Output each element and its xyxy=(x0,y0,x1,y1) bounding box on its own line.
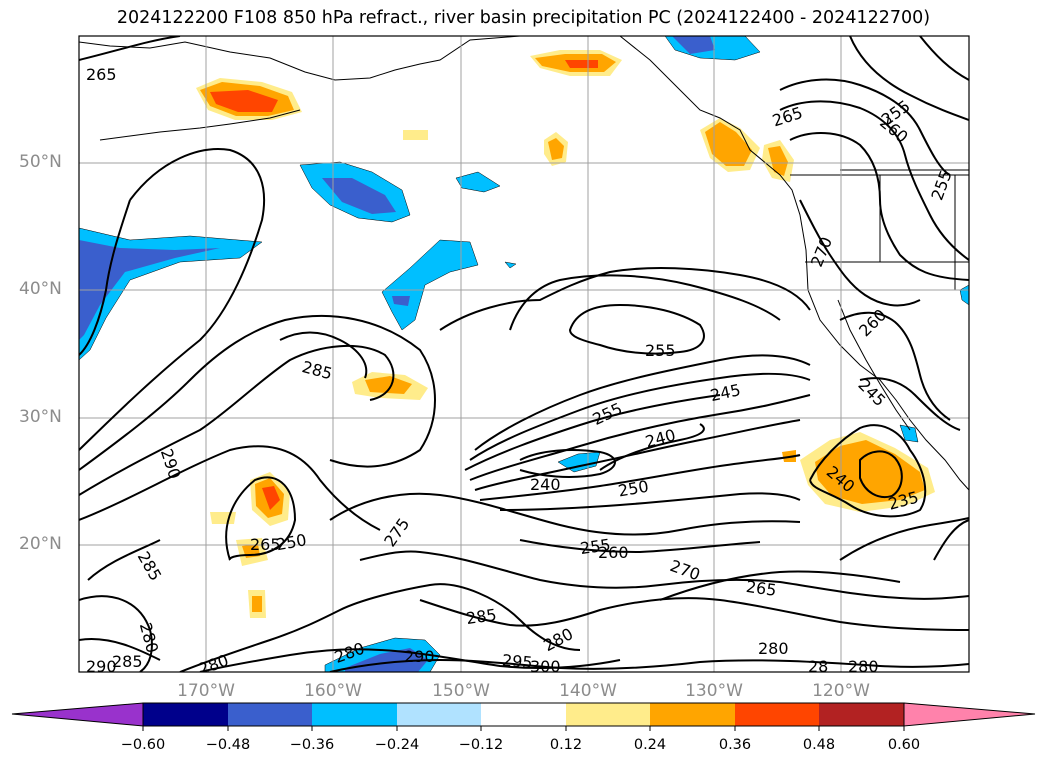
map-frame xyxy=(78,35,970,673)
colorbar-tick-label: −0.24 xyxy=(374,737,420,753)
contour-label: 255 xyxy=(645,341,676,360)
colorbar-tick-label: 0.36 xyxy=(718,737,752,753)
colorbar-tick-label: 0.24 xyxy=(633,737,667,753)
pos-region-9 xyxy=(210,512,236,524)
colorbar-bin xyxy=(228,703,312,726)
colorbar-bin xyxy=(650,703,735,726)
neg-region-4-core xyxy=(672,36,715,54)
neg-region-1-core xyxy=(322,178,396,214)
contour-label: 280 xyxy=(540,624,576,655)
contour-label: 240 xyxy=(530,475,561,494)
map-title: 2024122200 F108 850 hPa refract., river … xyxy=(116,8,931,28)
colorbar-ticks xyxy=(142,726,905,731)
contour-label: 260 xyxy=(598,543,629,562)
lon-label: 130°W xyxy=(685,681,743,701)
lon-label: 150°W xyxy=(432,681,490,701)
colorbar-bin xyxy=(819,703,904,726)
contour-label: 270 xyxy=(807,234,836,269)
contour-label: 255 xyxy=(590,399,626,429)
contour-label: 250 xyxy=(617,477,650,501)
neg-region-9 xyxy=(959,284,969,306)
lat-label: 50°N xyxy=(19,152,62,172)
contour-label: 300 xyxy=(530,657,561,676)
contour-label: 270 xyxy=(668,556,703,584)
neg-region-3 xyxy=(455,171,501,193)
contour-label: 265 xyxy=(745,577,778,600)
colorbar-extend-high xyxy=(903,702,1036,727)
lat-label: 40°N xyxy=(19,279,62,299)
colorbar-bin xyxy=(735,703,819,726)
colorbar-tick-label: −0.36 xyxy=(289,737,335,753)
contour-label: 240 xyxy=(643,425,677,451)
pos-region-6 xyxy=(403,130,428,140)
colorbar-bin xyxy=(397,703,481,726)
colorbar-bin xyxy=(143,703,228,726)
contour-label: 280 xyxy=(196,651,231,679)
lat-label: 20°N xyxy=(19,534,62,554)
map-content: 265 265 255 260 255 270 260 285 255 245 … xyxy=(79,36,969,679)
pos-region-3-mid xyxy=(548,138,564,160)
contour-label: 280 xyxy=(848,657,879,676)
colorbar-bin xyxy=(566,703,650,726)
contour-label: 255 xyxy=(579,535,612,558)
contour-label: 260 xyxy=(855,305,890,340)
contour-label: 250 xyxy=(275,530,308,554)
pos-region-2-core xyxy=(565,60,598,68)
neg-region-2-core xyxy=(392,296,410,306)
pos-region-12-mid xyxy=(815,440,925,504)
contour-label: 245 xyxy=(854,375,889,410)
colorbar-tick-label: 0.60 xyxy=(887,737,921,753)
contour-label: 255 xyxy=(927,167,955,202)
contour-label: 285 xyxy=(465,605,498,628)
contour-label: 265 xyxy=(250,535,281,554)
colorbar-tick-label: 0.12 xyxy=(549,737,583,753)
colorbar xyxy=(11,702,1036,731)
colorbar-bin xyxy=(481,703,566,726)
lon-label: 170°W xyxy=(177,681,235,701)
colorbar-tick-label: 0.48 xyxy=(802,737,836,753)
pos-region-1-core xyxy=(210,90,278,112)
contour-label: 290 xyxy=(404,647,435,666)
contour-label: 285 xyxy=(300,357,334,383)
pos-region-13 xyxy=(782,450,796,462)
colorbar-tick-label: −0.12 xyxy=(458,737,504,753)
contour-label: 285 xyxy=(134,548,166,584)
contour-label: 290 xyxy=(157,446,185,481)
neg-region-7 xyxy=(504,261,517,269)
grid-lines xyxy=(79,36,969,672)
pos-region-11-mid xyxy=(252,596,262,612)
lat-label: 30°N xyxy=(19,407,62,427)
pos-region-8-core xyxy=(262,486,280,510)
colorbar-extend-low xyxy=(11,702,144,727)
contour-label: 290 xyxy=(86,657,117,676)
contour-label: 280 xyxy=(758,639,789,658)
colorbar-frame xyxy=(142,702,905,727)
colorbar-bin xyxy=(312,703,397,726)
lon-label: 120°W xyxy=(812,681,870,701)
coastlines xyxy=(79,36,969,491)
pos-region-5-mid xyxy=(768,146,788,176)
contour-labels: 265 265 255 260 255 270 260 285 255 245 … xyxy=(86,65,956,679)
contour-label: 295 xyxy=(501,651,533,673)
lon-label: 160°W xyxy=(304,681,362,701)
lon-label: 140°W xyxy=(559,681,617,701)
refractivity-contours xyxy=(79,36,969,672)
neg-region-2 xyxy=(381,239,479,331)
contour-label: 265 xyxy=(770,103,805,131)
neg-region-west-core xyxy=(79,240,220,340)
colorbar-tick-label: −0.60 xyxy=(120,737,166,753)
contour-label: 28 xyxy=(808,657,828,676)
neg-region-5 xyxy=(557,451,601,473)
colorbar-tick-label: −0.48 xyxy=(205,737,251,753)
pos-region-4-mid xyxy=(705,122,752,166)
contour-label: 285 xyxy=(112,652,143,671)
neg-region-8 xyxy=(899,424,919,443)
shaded-regions xyxy=(79,36,969,672)
contour-label: 265 xyxy=(86,65,117,84)
pos-region-7-mid xyxy=(365,376,412,394)
